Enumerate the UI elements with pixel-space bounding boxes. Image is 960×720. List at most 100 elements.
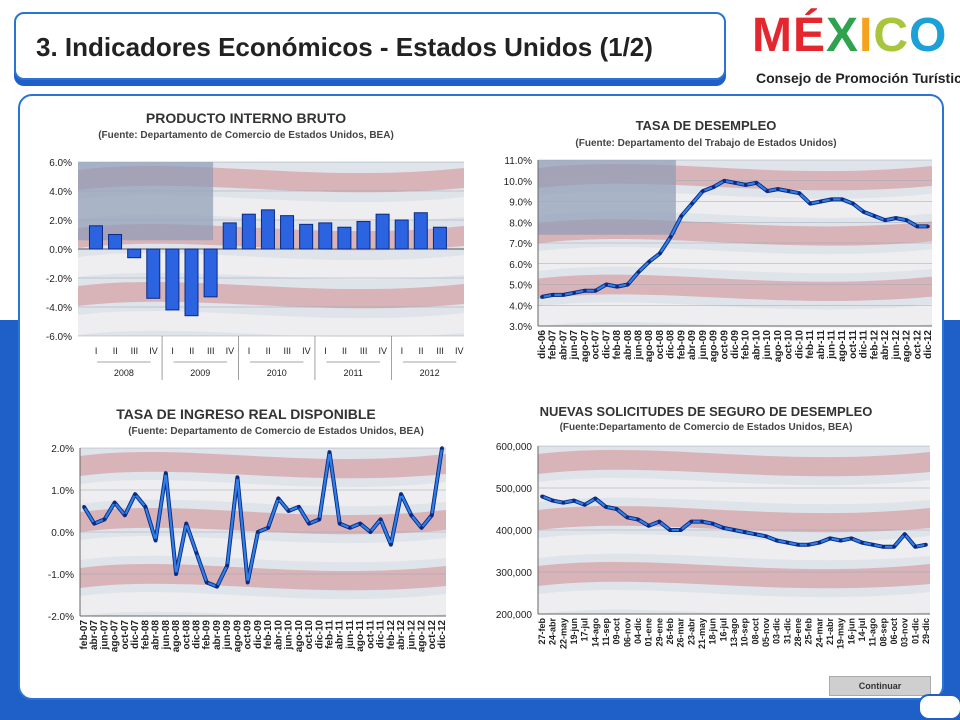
flag-stripe: [80, 479, 446, 507]
x-tick-label: 29-dic: [921, 618, 931, 644]
x-tick-label: dic-09: [253, 620, 264, 649]
logo-letter: C: [873, 9, 910, 62]
x-tick-label: 14-jul: [857, 618, 867, 642]
quarter-label: III: [436, 346, 444, 356]
y-tick-label: 7.0%: [509, 239, 532, 250]
quarter-label: II: [113, 346, 118, 356]
x-tick-label: oct-10: [304, 620, 315, 650]
unemployment-chart-source: (Fuente: Departamento del Trabajo de Est…: [575, 138, 837, 149]
data-point: [732, 528, 736, 532]
y-tick-label: 1.0%: [51, 486, 74, 497]
x-tick-label: ago-10: [773, 330, 784, 363]
x-tick-label: 21-abr: [825, 618, 835, 646]
gdp-bar: [413, 212, 428, 250]
logo-letter: I: [859, 9, 874, 62]
x-tick-label: jun-07: [569, 330, 580, 361]
x-tick-label: 16-jul: [718, 618, 728, 642]
data-point: [540, 295, 544, 299]
data-point: [721, 526, 726, 530]
data-point: [733, 181, 737, 185]
y-tick-label: 6.0%: [49, 158, 72, 169]
gdp-bar: [165, 248, 180, 311]
x-tick-label: oct-08: [655, 330, 666, 360]
x-tick-label: 19-may: [836, 618, 846, 649]
data-point: [153, 538, 158, 543]
gdp-bar: [146, 248, 161, 299]
data-point: [861, 210, 866, 214]
data-point: [646, 524, 651, 528]
x-tick-label: ago-08: [171, 620, 182, 653]
y-tick-label: 2.0%: [51, 444, 74, 455]
quarter-label: IV: [226, 346, 235, 356]
x-tick-label: abr-10: [751, 330, 762, 360]
x-tick-label: jun-12: [891, 330, 902, 361]
year-label: 2012: [420, 368, 440, 378]
data-point: [112, 500, 117, 505]
gdp-bar: [88, 225, 103, 250]
quarter-label: III: [207, 346, 215, 356]
data-point: [184, 521, 189, 526]
data-point: [786, 189, 791, 193]
data-point: [348, 526, 352, 530]
data-point: [317, 517, 322, 522]
x-tick-label: ago-07: [580, 330, 591, 363]
x-tick-label: feb-10: [741, 330, 752, 360]
income-chart-plot: 2.0% 1.0% 0.0% -1.0% -2.0% feb-07 abr-07 jun-07…: [48, 444, 448, 653]
x-tick-label: feb-09: [202, 620, 213, 650]
data-point: [689, 519, 694, 524]
x-tick-label: ago-11: [837, 330, 848, 362]
data-point: [572, 498, 576, 503]
x-tick-label: 08-oct: [750, 618, 760, 645]
flag-stripe: [538, 533, 930, 561]
x-tick-label: 03-dic: [772, 618, 782, 644]
data-point: [785, 540, 790, 545]
gdp-bar: [318, 222, 333, 250]
flag-stripe: [538, 589, 930, 617]
data-point: [840, 197, 845, 202]
data-point: [851, 201, 855, 206]
data-point: [540, 494, 544, 499]
data-point: [828, 536, 832, 541]
logo-letter: O: [909, 9, 948, 62]
data-point: [658, 251, 662, 256]
logo-letter: X: [826, 9, 860, 62]
nav-pill-button[interactable]: [918, 694, 960, 720]
gdp-bar: [203, 248, 218, 298]
x-tick-label: ago-07: [110, 620, 121, 653]
y-tick-label: -2.0%: [48, 612, 74, 623]
x-tick-label: jun-09: [222, 620, 233, 651]
y-tick-label: -6.0%: [46, 332, 72, 343]
data-point: [636, 517, 640, 522]
data-point: [700, 519, 704, 524]
y-tick-label: 500,000: [496, 484, 533, 495]
year-label: 2011: [343, 368, 362, 378]
y-tick-label: 10.0%: [504, 177, 532, 188]
x-tick-label: feb-12: [869, 330, 880, 360]
x-tick-label: oct-08: [181, 620, 192, 650]
flag-stripe: [538, 246, 932, 274]
data-point: [872, 214, 877, 218]
data-point: [894, 216, 898, 220]
x-tick-label: 28-ene: [793, 618, 803, 647]
flag-plot-background: [80, 448, 446, 619]
data-point: [378, 517, 383, 522]
claims-chart-source: (Fuente:Departamento de Comercio de Esta…: [559, 422, 853, 433]
x-tick-label: abr-11: [335, 620, 346, 650]
data-point: [368, 530, 373, 534]
data-point: [915, 224, 920, 229]
continue-button[interactable]: Continuar: [829, 676, 931, 696]
data-point: [235, 475, 240, 480]
data-point: [440, 446, 444, 450]
data-point: [838, 538, 843, 543]
data-point: [870, 542, 875, 547]
gdp-bar: [241, 213, 256, 250]
quarter-label: II: [266, 346, 271, 356]
y-tick-label: 300,000: [496, 568, 533, 579]
data-point: [604, 505, 608, 509]
gdp-bar: [394, 219, 409, 250]
data-point: [647, 259, 652, 264]
x-tick-label: 27-feb: [537, 618, 547, 645]
title-box: 3. Indicadores Económicos - Estados Unid…: [14, 12, 726, 80]
y-tick-label: 11.0%: [504, 156, 532, 167]
quarter-label: III: [131, 346, 139, 356]
